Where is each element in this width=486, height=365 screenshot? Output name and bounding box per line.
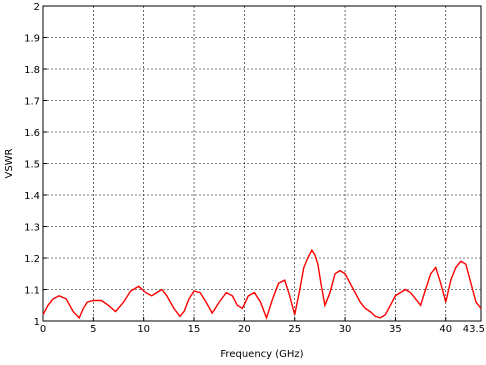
x-tick-label: 25 bbox=[288, 324, 301, 335]
y-tick-label: 1.2 bbox=[24, 254, 40, 265]
x-tick-label: 35 bbox=[389, 324, 402, 335]
grid bbox=[43, 6, 481, 321]
y-tick-label: 1.8 bbox=[24, 65, 40, 76]
y-tick-label: 1.9 bbox=[24, 34, 40, 45]
x-tick-label: 15 bbox=[188, 324, 201, 335]
x-axis-label: Frequency (GHz) bbox=[220, 349, 303, 360]
y-tick-label: 1.5 bbox=[24, 160, 40, 171]
y-tick-label: 1.6 bbox=[24, 128, 40, 139]
y-tick-label: 1.7 bbox=[24, 97, 40, 108]
y-axis-label: VSWR bbox=[4, 148, 15, 178]
x-tick-label: 5 bbox=[90, 324, 96, 335]
x-tick-label: 20 bbox=[238, 324, 251, 335]
y-tick-label: 2 bbox=[34, 2, 40, 13]
x-tick-label: 43.5 bbox=[463, 324, 485, 335]
x-tick-label: 40 bbox=[439, 324, 452, 335]
y-tick-label: 1.4 bbox=[24, 191, 40, 202]
x-tick-label: 10 bbox=[137, 324, 150, 335]
y-tick-label: 1.3 bbox=[24, 223, 40, 234]
y-tick-label: 1.1 bbox=[24, 286, 40, 297]
vswr-series-line bbox=[42, 248, 482, 321]
y-axis-ticks: 1 1.1 1.2 1.3 1.4 1.5 1.6 1.7 1.8 1.9 2 bbox=[24, 2, 47, 328]
x-tick-label: 30 bbox=[339, 324, 352, 335]
x-tick-label: 0 bbox=[40, 324, 46, 335]
x-axis-ticks: 0 5 10 15 20 25 30 35 40 43.5 bbox=[40, 317, 485, 335]
y-tick-label: 1 bbox=[34, 317, 40, 328]
